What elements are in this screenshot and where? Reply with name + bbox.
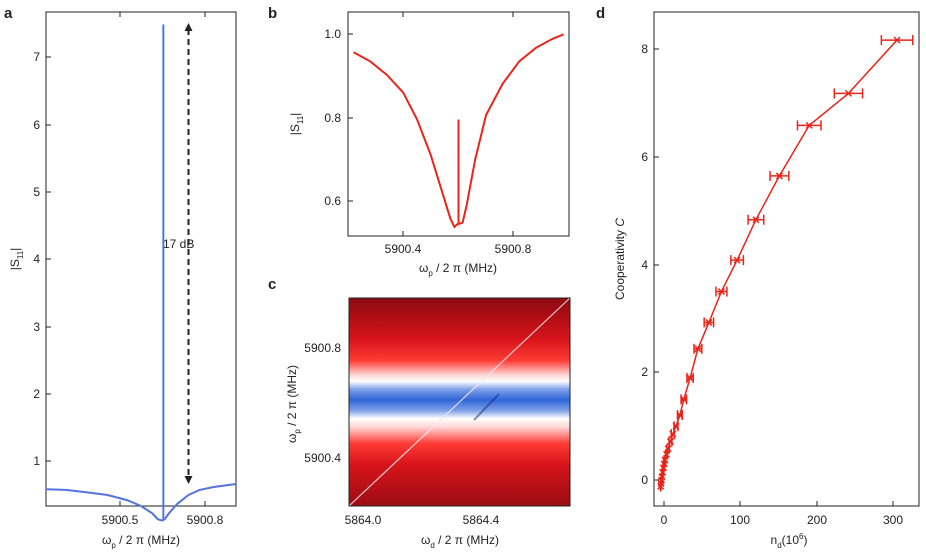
panel-d-point-cross xyxy=(752,216,760,224)
panel-d-point-cross xyxy=(672,422,680,430)
panel-a-ytick: 7 xyxy=(33,50,40,64)
panel-d-ylabel: Cooperativity C xyxy=(613,218,627,300)
panel-a-arrow-head-top xyxy=(184,22,193,31)
panel-d-point-cross xyxy=(676,411,684,419)
panel-c-ytick: 5900.8 xyxy=(304,341,341,355)
panel-d-ytick: 0 xyxy=(641,473,648,487)
panel-d-ytick: 8 xyxy=(641,42,648,56)
panel-d-point-cross xyxy=(669,430,677,438)
panel-c-xtick: 5864.0 xyxy=(345,513,382,527)
panel-b: b 5900.4 5900.8 0.6 0.8 1.0 ωp / 2 π (MH… xyxy=(268,5,570,278)
panel-b-xtick: 5900.4 xyxy=(385,242,422,256)
panel-c-ytick: 5900.4 xyxy=(304,451,341,465)
panel-c-xticks: 5864.0 5864.4 xyxy=(345,513,500,527)
panel-d-point-cross xyxy=(844,89,852,97)
panel-a-xtick: 5900.8 xyxy=(187,513,224,527)
panel-d-point-cross xyxy=(893,36,901,44)
panel-d-point-cross xyxy=(664,445,672,453)
panel-a-ytick: 2 xyxy=(33,387,40,401)
panel-d-ytick: 2 xyxy=(641,365,648,379)
panel-b-plot xyxy=(353,33,564,229)
panel-a-xtick: 5900.5 xyxy=(102,513,139,527)
panel-c-plot xyxy=(348,297,571,507)
panel-d-point-cross xyxy=(733,256,741,264)
panel-d-point-cross xyxy=(717,288,725,296)
panel-a-yticks: 1 2 3 4 5 6 7 xyxy=(33,50,51,468)
panel-d-axes-frame xyxy=(653,11,920,507)
panel-a-ytick: 3 xyxy=(33,320,40,334)
panel-a-ytick: 1 xyxy=(33,454,40,468)
panel-a-arrow-head-bottom xyxy=(184,476,193,485)
panel-b-axes-frame xyxy=(347,11,570,237)
panel-a-ytick: 6 xyxy=(33,118,40,132)
panel-label-c: c xyxy=(268,276,276,293)
panel-d-point-cross xyxy=(680,395,688,403)
panel-d-xtick: 0 xyxy=(661,513,668,527)
panel-d-xticks: 0 100 200 300 xyxy=(661,501,903,527)
panel-d-xtick: 100 xyxy=(730,513,750,527)
panel-a-series-line xyxy=(45,483,237,522)
panel-b-ytick: 1.0 xyxy=(324,27,341,41)
panel-d-point-cross xyxy=(686,374,694,382)
panel-c-yticks: 5900.4 5900.8 xyxy=(304,341,341,465)
panel-a-ytick: 4 xyxy=(33,252,40,266)
panel-a-plot xyxy=(45,22,237,522)
panel-d-xlabel: nd(106) xyxy=(771,532,808,550)
panel-a-xlabel: ωp / 2 π (MHz) xyxy=(102,533,180,550)
panel-a-ytick: 5 xyxy=(33,185,40,199)
panel-d: d 0 100 200 300 0 2 4 6 8 nd(106) Cooper… xyxy=(596,5,920,550)
panel-b-ylabel: |S11| xyxy=(288,113,305,136)
panel-d-series-line xyxy=(659,39,898,487)
panel-b-ytick: 0.8 xyxy=(324,111,341,125)
panel-label-a: a xyxy=(4,5,13,22)
panel-a-ylabel: |S11| xyxy=(8,248,25,271)
panel-c-crossing-mark xyxy=(473,393,500,421)
panel-d-ytick: 6 xyxy=(641,150,648,164)
panel-d-xtick: 200 xyxy=(807,513,827,527)
panel-b-yticks: 0.6 0.8 1.0 xyxy=(324,27,353,208)
panel-a: a 5900.5 5900.8 1 2 3 4 5 6 7 ωp / 2 π ( xyxy=(4,5,237,550)
panel-b-ytick: 0.6 xyxy=(324,194,341,208)
panel-d-ytick: 4 xyxy=(641,258,648,272)
panel-a-xticks: 5900.5 5900.8 xyxy=(102,12,224,527)
panel-c-xtick: 5864.4 xyxy=(463,513,500,527)
panel-c-ylabel: ωp / 2 π (MHz) xyxy=(285,365,302,443)
panel-c-axes-frame xyxy=(348,297,571,507)
panel-d-point-cross xyxy=(694,345,702,353)
panel-d-point-cross xyxy=(805,121,813,129)
panel-d-yticks: 0 2 4 6 8 xyxy=(641,42,659,487)
panel-label-d: d xyxy=(596,5,605,22)
panel-a-annotation: 17 dB xyxy=(163,237,194,251)
panel-d-plot xyxy=(657,35,914,492)
panel-b-xlabel: ωp / 2 π (MHz) xyxy=(419,261,497,278)
panel-a-axes-frame xyxy=(45,11,237,507)
panel-d-xtick: 300 xyxy=(883,513,903,527)
panel-c-diagonal-line xyxy=(348,297,571,507)
panel-b-xtick: 5900.8 xyxy=(495,242,532,256)
panel-d-point-cross xyxy=(666,437,674,445)
panel-label-b: b xyxy=(268,5,277,22)
panel-b-xticks: 5900.4 5900.8 xyxy=(385,12,532,256)
panel-d-point-cross xyxy=(705,318,713,326)
panel-c-xlabel: ωd / 2 π (MHz) xyxy=(421,533,499,550)
panel-c: c 5864.0 5864.4 5900.4 5900.8 ωd / 2 π (… xyxy=(268,276,571,550)
panel-d-point-cross xyxy=(775,172,783,180)
